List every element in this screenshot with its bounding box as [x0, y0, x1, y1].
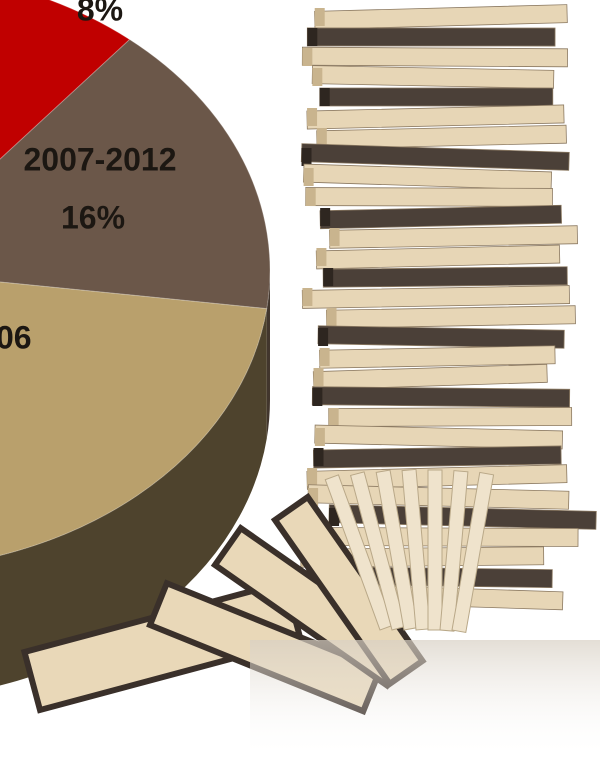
book-spine	[308, 488, 319, 506]
pie-slice-side	[0, 308, 267, 686]
book	[306, 27, 556, 47]
book	[315, 244, 561, 270]
slice-value-label: 8%	[77, 0, 123, 27]
book-spine	[301, 148, 312, 166]
book	[306, 104, 565, 130]
pie	[0, 0, 271, 686]
open-book-page	[349, 471, 407, 631]
book	[305, 187, 553, 207]
book-spine	[313, 368, 324, 386]
book-spine	[320, 208, 331, 226]
book	[311, 386, 571, 408]
open-book-page	[401, 468, 431, 631]
books	[20, 4, 600, 759]
book-spine	[307, 108, 318, 126]
slice-category-label: 06	[0, 319, 32, 355]
book-spine	[316, 248, 327, 266]
book-spine	[302, 288, 313, 306]
book	[329, 225, 578, 249]
book-spine	[328, 408, 339, 426]
book-spine	[329, 228, 340, 246]
book-spine	[307, 468, 318, 486]
book-spine	[318, 328, 329, 346]
book	[317, 325, 565, 349]
book	[312, 445, 562, 469]
book	[325, 305, 576, 329]
open-book-page	[439, 470, 469, 632]
labels: 8% 2007-2012 16% 06	[0, 0, 177, 355]
book-spine	[316, 128, 327, 146]
pie-slice-side	[266, 270, 270, 439]
book-spine	[313, 448, 324, 466]
book	[314, 424, 564, 450]
book-spine	[323, 268, 334, 286]
book	[319, 204, 562, 230]
book-spine	[307, 28, 318, 46]
slice-category-label: 2007-2012	[23, 141, 176, 177]
pie-slice	[0, 0, 131, 160]
pie-slice	[0, 281, 268, 556]
book-spine	[314, 428, 325, 446]
book-spine	[305, 188, 316, 206]
book-spine	[302, 48, 313, 66]
open-book-page	[324, 474, 394, 631]
book	[322, 266, 568, 288]
book	[301, 46, 568, 68]
book	[319, 87, 554, 107]
book-spine	[303, 168, 314, 186]
book-spine	[314, 8, 325, 26]
book-spine	[329, 508, 340, 526]
book-spine	[319, 348, 330, 366]
open-book-page	[451, 471, 495, 634]
book-spine	[312, 388, 323, 406]
book	[328, 407, 573, 427]
open-book-page	[427, 469, 443, 631]
book-spine	[319, 88, 330, 106]
book	[314, 4, 568, 30]
pie-slice	[0, 38, 271, 310]
reflection	[250, 640, 600, 759]
book	[312, 363, 548, 391]
book-spine	[312, 68, 323, 86]
slice-value-label: 16%	[61, 199, 125, 235]
book-spine	[326, 308, 337, 326]
book	[311, 65, 555, 89]
open-book-page	[375, 469, 419, 631]
book	[301, 285, 570, 309]
